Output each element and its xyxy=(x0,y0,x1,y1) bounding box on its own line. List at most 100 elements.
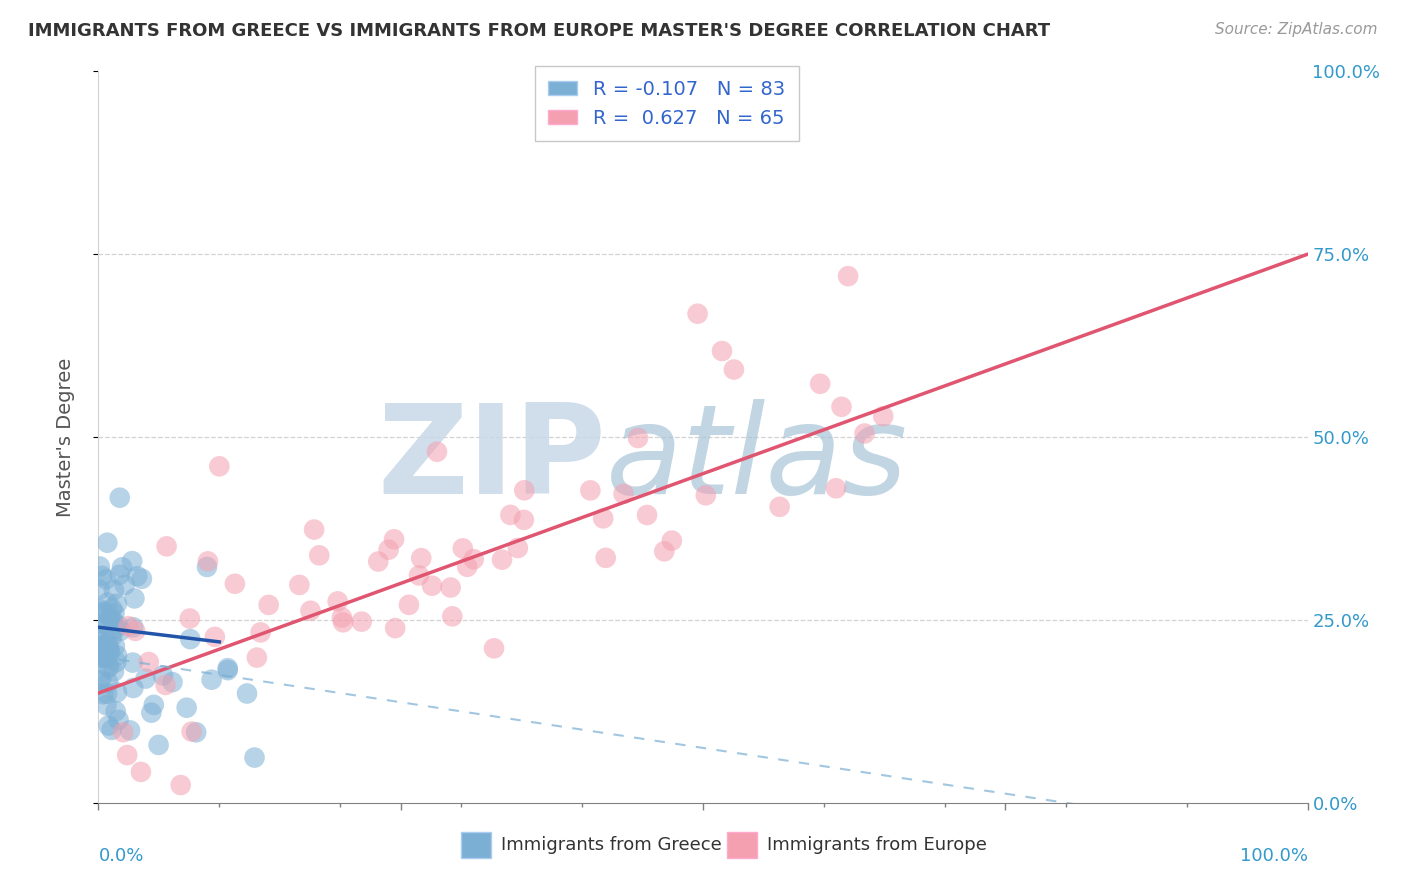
Point xyxy=(179,632,201,647)
Point xyxy=(179,611,201,625)
Point xyxy=(103,606,125,620)
Point xyxy=(636,508,658,522)
Point xyxy=(579,483,602,498)
Text: ZIP: ZIP xyxy=(378,399,606,519)
Point xyxy=(115,748,138,763)
Point xyxy=(94,643,117,657)
Point xyxy=(217,663,239,677)
Point xyxy=(89,628,111,642)
Point xyxy=(236,686,259,700)
Point xyxy=(138,655,160,669)
Point xyxy=(299,604,322,618)
Point xyxy=(302,523,325,537)
Point xyxy=(382,533,405,547)
Point xyxy=(595,550,617,565)
Point xyxy=(124,624,146,638)
Point xyxy=(288,578,311,592)
Point xyxy=(135,672,157,686)
Point xyxy=(711,344,734,359)
Point xyxy=(107,618,129,632)
Point xyxy=(330,610,353,624)
Point xyxy=(148,738,170,752)
Point xyxy=(217,661,239,675)
Point xyxy=(451,541,474,556)
Point xyxy=(96,535,118,549)
Point xyxy=(93,606,115,620)
FancyBboxPatch shape xyxy=(727,832,758,858)
Point xyxy=(98,643,121,657)
Point xyxy=(96,640,118,655)
Point xyxy=(124,591,146,606)
Point xyxy=(96,617,118,632)
Point xyxy=(94,648,117,662)
Text: Immigrants from Greece: Immigrants from Greece xyxy=(501,836,721,855)
Point xyxy=(94,637,117,651)
Point xyxy=(91,569,114,583)
Point xyxy=(332,615,354,630)
Point xyxy=(456,559,478,574)
Point xyxy=(482,641,505,656)
Point xyxy=(853,426,876,441)
Point xyxy=(90,673,112,687)
Point xyxy=(872,409,894,424)
Point xyxy=(180,724,202,739)
Point xyxy=(110,624,132,638)
Point xyxy=(93,638,115,652)
Point xyxy=(326,594,349,608)
Point xyxy=(89,582,111,597)
Point xyxy=(463,552,485,566)
Point xyxy=(204,630,226,644)
Point xyxy=(200,673,222,687)
Point xyxy=(426,444,449,458)
Point xyxy=(155,539,177,553)
Point xyxy=(104,622,127,636)
Point xyxy=(411,551,433,566)
Point xyxy=(118,723,141,738)
Point xyxy=(94,649,117,664)
Point xyxy=(97,661,120,675)
Point xyxy=(90,616,112,631)
Point xyxy=(98,613,121,627)
Point xyxy=(100,630,122,644)
Point xyxy=(108,491,131,505)
Point xyxy=(103,665,125,679)
Point xyxy=(246,650,269,665)
Point xyxy=(93,687,115,701)
Point xyxy=(129,764,152,779)
Point xyxy=(491,552,513,566)
Text: Immigrants from Europe: Immigrants from Europe xyxy=(768,836,987,855)
Point xyxy=(769,500,792,514)
Point xyxy=(186,725,208,739)
Point xyxy=(122,620,145,634)
Point xyxy=(97,596,120,610)
Point xyxy=(97,675,120,690)
Point xyxy=(224,576,246,591)
Point xyxy=(98,660,121,674)
Point xyxy=(97,639,120,653)
Point xyxy=(90,648,112,662)
Point xyxy=(837,269,859,284)
Point xyxy=(96,687,118,701)
Point xyxy=(101,601,124,615)
Point xyxy=(831,400,853,414)
Point xyxy=(440,581,463,595)
Point xyxy=(114,578,136,592)
Point xyxy=(96,572,118,586)
Point xyxy=(105,597,128,611)
Y-axis label: Master's Degree: Master's Degree xyxy=(56,358,75,516)
Point xyxy=(652,544,675,558)
Point xyxy=(96,698,118,713)
Point xyxy=(420,579,443,593)
Point xyxy=(162,675,184,690)
Text: Source: ZipAtlas.com: Source: ZipAtlas.com xyxy=(1215,22,1378,37)
Text: atlas: atlas xyxy=(606,399,908,519)
Point xyxy=(195,560,218,574)
Point xyxy=(197,554,219,568)
Point xyxy=(170,778,193,792)
Point xyxy=(89,673,111,688)
Point xyxy=(408,568,430,582)
Point xyxy=(384,621,406,635)
Point xyxy=(127,569,149,583)
Point xyxy=(142,698,165,712)
Point xyxy=(101,614,124,628)
